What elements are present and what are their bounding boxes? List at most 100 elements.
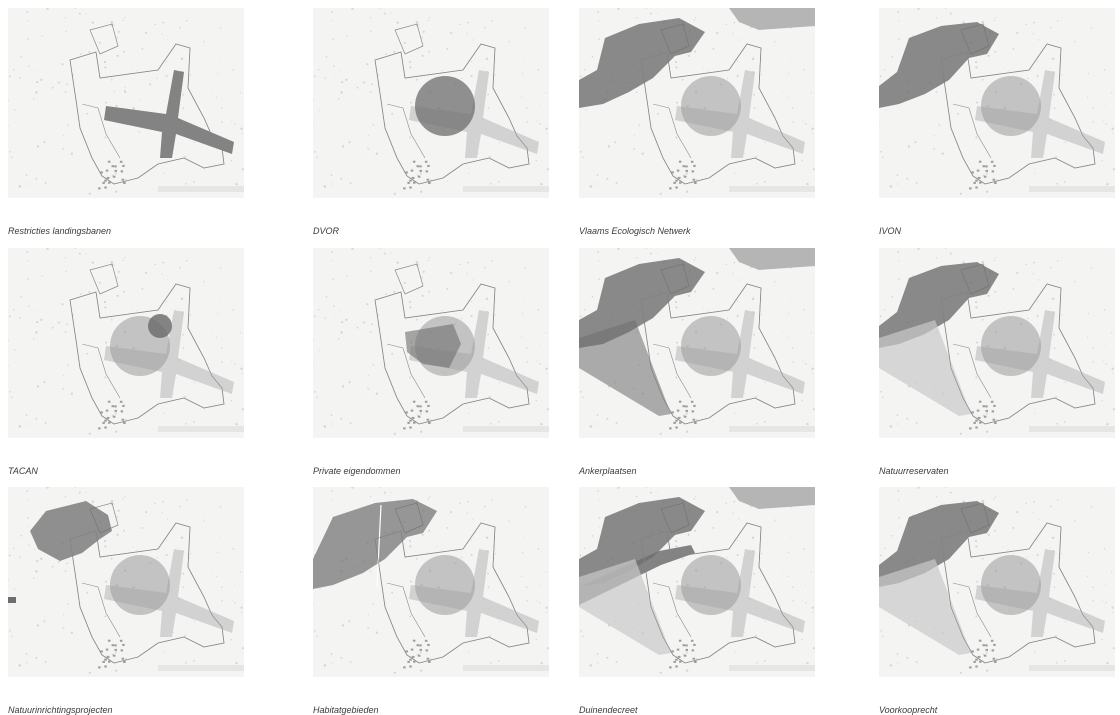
runway-zone [975,310,1105,398]
map-drawing [579,248,815,435]
map-caption: Private eigendommen [313,466,401,476]
site-map [879,487,1115,677]
runway-zone [975,549,1105,637]
ivon-zone [879,22,999,108]
map-caption: Habitatgebieden [313,705,379,715]
natuurinrichting-zone [30,501,112,561]
settlement-cluster [669,639,697,669]
dvor-circle [415,76,475,136]
map-panel: Vlaams Ecologisch Netwerk [579,8,815,236]
ven-zone [579,497,705,587]
map-drawing [879,248,1115,435]
north-enclosure [394,263,424,295]
site-map [313,248,549,438]
map-panel: TACAN [8,248,244,476]
site-map [579,487,815,677]
dvor-circle [681,555,741,615]
map-caption: Natuurinrichtingsprojecten [8,705,113,715]
runway-zone [675,70,805,158]
map-panel: Private eigendommen [313,248,549,476]
map-panel: Duinendecreet [579,487,815,715]
map-drawing [313,487,549,674]
map-drawing [579,487,815,674]
runway-zone [675,310,805,398]
map-panel: DVOR [313,8,549,236]
runway-zone [975,70,1105,158]
background-texture [8,8,244,195]
dvor-circle [981,76,1041,136]
site-map [579,248,815,438]
settlement-cluster [969,400,997,430]
map-caption: Duinendecreet [579,705,638,715]
map-caption: Vlaams Ecologisch Netwerk [579,226,691,236]
map-caption: Voorkooprecht [879,705,938,715]
map-panel: Ankerplaatsen [579,248,815,476]
dvor-circle [415,555,475,615]
ven-zone-2 [729,248,815,270]
map-panel: Natuurreservaten [879,248,1115,476]
map-panel: Voorkooprecht [879,487,1115,715]
map-caption: Natuurreservaten [879,466,949,476]
site-map [879,8,1115,198]
ankerplaats-zone [579,320,671,416]
settlement-cluster [669,160,697,190]
settlement-cluster [969,160,997,190]
runway-zone [104,310,234,398]
settlement-cluster [403,160,431,190]
runway-restriction-cross [104,70,234,158]
north-enclosure [89,263,119,295]
runway-zone [675,549,805,637]
settlement-cluster [403,639,431,669]
map-drawing [879,487,1115,674]
map-panel: Natuurinrichtingsprojecten [8,487,244,715]
private-property [405,324,461,368]
site-map [8,8,244,198]
map-drawing [579,8,815,195]
site-map [579,8,815,198]
settlement-cluster [98,160,126,190]
map-panel: IVON [879,8,1115,236]
site-map [8,487,244,677]
ivon-zone [879,501,999,587]
map-drawing [8,8,244,195]
settlement-cluster [98,400,126,430]
map-drawing [8,487,244,674]
tacan-circle [148,314,172,338]
ven-zone [579,18,705,108]
habitat-zone [313,499,437,589]
map-panel: Restricties landingsbanen [8,8,244,236]
map-drawing [8,248,244,435]
map-drawing [313,248,549,435]
map-panel: Habitatgebieden [313,487,549,715]
map-caption: Restricties landingsbanen [8,226,112,236]
dvor-circle [981,555,1041,615]
north-enclosure [394,23,424,55]
map-caption: TACAN [8,466,38,476]
dvor-circle [110,555,170,615]
ankerplaats-zone [579,559,671,655]
site-map [879,248,1115,438]
ven-zone-2 [729,487,815,509]
settlement-cluster [669,400,697,430]
ivon-zone [879,262,999,348]
runway-zone [409,310,539,398]
ankerplaats-zone [879,559,971,655]
runway-zone [104,549,234,637]
site-map [313,487,549,677]
settlement-cluster [98,639,126,669]
ankerplaats-zone [879,320,971,416]
map-drawing [313,8,549,195]
site-map [313,8,549,198]
dvor-circle [681,316,741,376]
dvor-circle [681,76,741,136]
north-enclosure [89,23,119,55]
map-caption: IVON [879,226,902,236]
site-map [8,248,244,438]
dvor-circle [981,316,1041,376]
runway-zone [409,70,539,158]
runway-zone [409,549,539,637]
settlement-cluster [969,639,997,669]
map-caption: DVOR [313,226,340,236]
ven-zone [579,258,705,348]
